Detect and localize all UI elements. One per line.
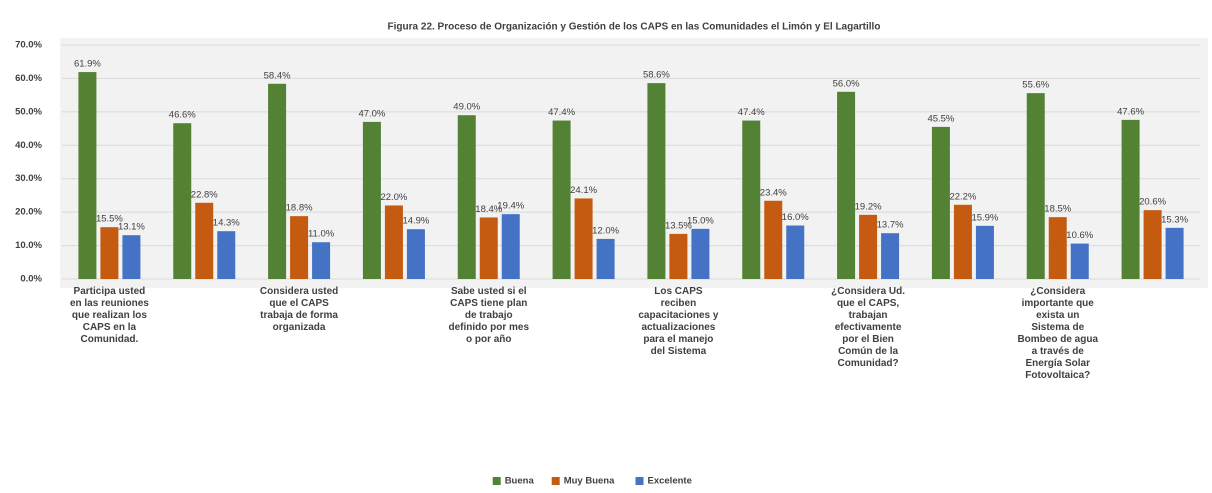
y-tick-label: 10.0%: [15, 240, 42, 251]
bar: [1165, 227, 1184, 279]
data-label: 22.2%: [949, 191, 976, 202]
data-label: 49.0%: [453, 102, 480, 113]
data-label: 15.9%: [971, 212, 998, 223]
bar: [312, 242, 331, 279]
bar: [290, 216, 309, 279]
data-label: 11.0%: [308, 229, 335, 240]
data-label: 13.5%: [665, 220, 692, 231]
data-label: 14.9%: [402, 216, 429, 227]
bar: [691, 228, 710, 279]
bar: [406, 229, 425, 279]
data-label: 19.4%: [497, 201, 524, 212]
bar: [647, 83, 666, 279]
y-tick-label: 40.0%: [15, 140, 42, 151]
bar: [669, 233, 688, 279]
data-label: 47.4%: [738, 107, 765, 118]
data-label: 18.8%: [286, 203, 313, 214]
plot-background: [60, 38, 1208, 288]
data-label: 22.0%: [380, 192, 407, 203]
bar: [1026, 93, 1045, 279]
data-label: 47.6%: [1117, 106, 1144, 117]
bar: [100, 227, 119, 279]
bar: [786, 225, 805, 279]
data-label: 24.1%: [570, 185, 597, 196]
data-label: 13.7%: [877, 220, 904, 231]
x-tick-label: Participa usted en las reuniones que rea…: [69, 286, 149, 345]
bar: [1143, 210, 1162, 279]
data-label: 23.4%: [760, 187, 787, 198]
bar: [122, 235, 141, 279]
bar: [217, 231, 236, 279]
bar: [837, 91, 856, 279]
bar: [881, 233, 900, 279]
bar: [268, 83, 287, 279]
bar: [1121, 119, 1140, 279]
y-tick-label: 20.0%: [15, 207, 42, 218]
data-label: 15.3%: [1161, 214, 1188, 225]
bar: [384, 205, 403, 279]
y-tick-label: 60.0%: [15, 73, 42, 84]
bar: [1070, 243, 1089, 279]
data-label: 15.5%: [96, 214, 123, 225]
data-label: 18.5%: [1044, 204, 1071, 215]
y-tick-label: 30.0%: [15, 173, 42, 184]
data-label: 12.0%: [592, 225, 619, 236]
bar: [596, 238, 615, 279]
data-label: 15.0%: [687, 215, 714, 226]
bar: [953, 204, 972, 279]
x-tick-label: Considera usted que el CAPS trabaja de f…: [259, 286, 339, 333]
bar: [764, 200, 783, 279]
legend-swatch: [635, 477, 644, 485]
data-label: 47.0%: [358, 108, 385, 119]
bar: [552, 120, 571, 279]
y-tick-label: 50.0%: [15, 106, 42, 117]
data-label: 10.6%: [1066, 230, 1093, 241]
x-tick-label: Sabe usted si el CAPS tiene plan de trab…: [448, 286, 530, 345]
bar: [479, 217, 498, 279]
data-label: 58.6%: [643, 70, 670, 81]
data-label: 47.4%: [548, 107, 575, 118]
data-label: 16.0%: [782, 212, 809, 223]
bar: [574, 198, 593, 279]
data-label: 55.6%: [1022, 80, 1049, 91]
bar: [78, 72, 97, 279]
data-label: 58.4%: [264, 70, 291, 81]
y-tick-label: 70.0%: [15, 40, 42, 51]
bar: [195, 202, 214, 279]
legend-swatch: [492, 477, 501, 485]
chart-title: Figura 22. Proceso de Organización y Ges…: [388, 22, 881, 33]
bar: [742, 120, 761, 279]
data-label: 61.9%: [74, 59, 101, 70]
x-tick-label: ¿Considera importante que exista un Sist…: [1017, 286, 1099, 381]
data-label: 20.6%: [1139, 197, 1166, 208]
x-tick-label: Los CAPS reciben capacitaciones y actual…: [638, 286, 719, 357]
data-label: 46.6%: [169, 110, 196, 121]
bar: [975, 225, 994, 279]
legend-swatch: [551, 477, 560, 485]
y-tick-label: 0.0%: [20, 274, 42, 285]
data-label: 22.8%: [191, 189, 218, 200]
bar: [362, 121, 381, 279]
data-label: 45.5%: [927, 113, 954, 124]
bar: [859, 214, 878, 279]
data-label: 18.4%: [475, 204, 502, 215]
legend-label: Buena: [505, 476, 535, 487]
data-label: 56.0%: [833, 78, 860, 89]
bar: [1048, 217, 1067, 279]
legend-label: Excelente: [648, 476, 692, 487]
legend-label: Muy Buena: [564, 476, 615, 487]
data-label: 14.3%: [213, 218, 240, 229]
data-label: 13.1%: [118, 222, 145, 233]
data-label: 19.2%: [855, 201, 882, 212]
bar: [173, 123, 192, 279]
bar: [931, 126, 950, 280]
x-tick-label: ¿Considera Ud. que el CAPS, trabajan efe…: [831, 286, 906, 369]
bar: [457, 115, 476, 279]
bar: [501, 214, 520, 279]
